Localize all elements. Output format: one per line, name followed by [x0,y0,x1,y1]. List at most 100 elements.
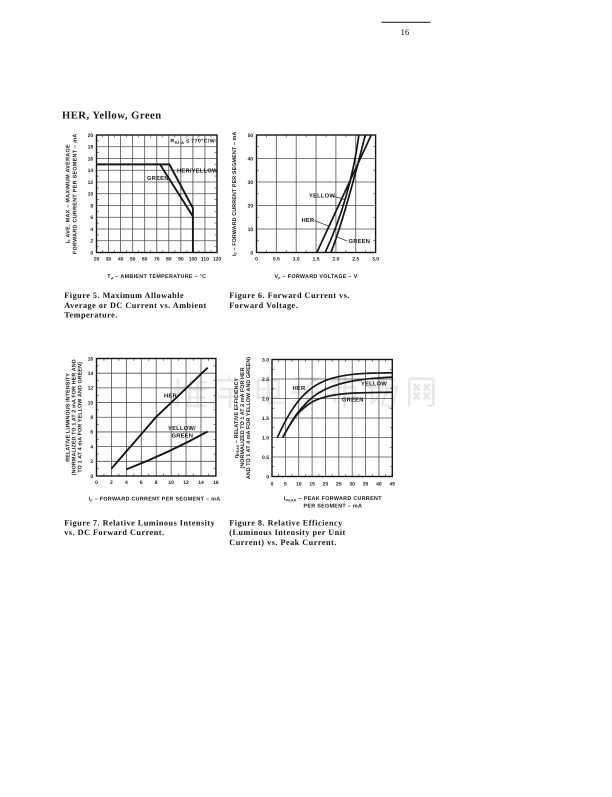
svg-text:RELATIVE LUMINOUS INTENSITY: RELATIVE LUMINOUS INTENSITY [65,373,71,462]
svg-text:8: 8 [155,480,158,486]
svg-text:4: 4 [90,444,93,450]
svg-text:20: 20 [248,203,254,209]
svg-text:VF – FORWARD VOLTAGE – V: VF – FORWARD VOLTAGE – V [274,274,357,280]
svg-text:14: 14 [88,168,94,174]
svg-text:0: 0 [95,480,98,486]
svg-text:TO 1 AT 4 mA FOR YELLOW AND GR: TO 1 AT 4 mA FOR YELLOW AND GREEN) [78,362,84,473]
svg-text:12: 12 [183,480,189,486]
svg-text:40: 40 [376,482,382,488]
svg-text:HER: HER [164,394,177,400]
svg-text:GREEN: GREEN [342,396,364,403]
svg-text:4: 4 [125,480,128,486]
svg-text:(NORMALIZED TO 1 AT 2 mA FOR H: (NORMALIZED TO 1 AT 2 mA FOR HER [240,367,246,468]
svg-text:14: 14 [198,480,204,486]
svg-text:HER: HER [302,218,315,224]
svg-text:40: 40 [248,156,254,162]
svg-text:120: 120 [213,256,222,262]
svg-text:10: 10 [248,227,254,233]
svg-text:8: 8 [90,203,93,209]
svg-text:10: 10 [88,192,94,198]
svg-text:TA – AMBIENT TEMPERATURE – °C: TA – AMBIENT TEMPERATURE – °C [107,274,206,280]
svg-text:AND TO 1 AT 4 mA FOR YELLOW AN: AND TO 1 AT 4 mA FOR YELLOW AND GREEN) [246,357,252,479]
svg-text:10: 10 [88,400,94,406]
svg-text:16: 16 [401,27,410,37]
svg-text:0: 0 [271,482,274,488]
svg-text:6: 6 [140,480,143,486]
svg-text:Current) vs. Peak Current.: Current) vs. Peak Current. [229,538,337,547]
svg-text:50: 50 [248,133,254,139]
svg-text:1.5: 1.5 [262,416,269,422]
svg-text:IPEAK – PEAK FORWARD CURRENT: IPEAK – PEAK FORWARD CURRENT [284,496,382,502]
svg-text:(Luminous Intensity per Unit: (Luminous Intensity per Unit [229,528,345,537]
svg-text:IF – FORWARD CURRENT PER SEGME: IF – FORWARD CURRENT PER SEGMENT – mA [89,497,221,503]
svg-text:30: 30 [106,256,112,262]
svg-text:20: 20 [323,482,329,488]
svg-text:HER, Yellow, Green: HER, Yellow, Green [62,111,162,122]
svg-text:110: 110 [201,256,209,262]
svg-text:2.5: 2.5 [262,377,269,383]
svg-text:8: 8 [90,415,93,421]
svg-text:IF AVE. MAX – MAXIMUM AVERAGE: IF AVE. MAX – MAXIMUM AVERAGE [65,144,71,243]
svg-text:YELLOW: YELLOW [309,193,335,200]
svg-text:0: 0 [90,474,93,480]
svg-text:Figure 8. Relative Efficiency: Figure 8. Relative Efficiency [229,518,343,527]
svg-text:0: 0 [250,250,253,256]
svg-text:RθJ-A ≤ 770°C/W: RθJ-A ≤ 770°C/W [170,139,215,145]
svg-text:80: 80 [166,256,172,262]
svg-text:0.5: 0.5 [262,455,269,461]
svg-text:Average or DC Current vs. Ambi: Average or DC Current vs. Ambient [64,301,206,310]
svg-text:50: 50 [130,256,136,262]
svg-text:YELLOW: YELLOW [361,381,387,388]
svg-text:(NORMALIZED TO 1 AT 2 mA FOR H: (NORMALIZED TO 1 AT 2 mA FOR HER AND [71,359,77,475]
svg-text:16: 16 [88,356,94,362]
svg-text:90: 90 [178,256,184,262]
svg-text:ηPEAK – RELATIVE EFFICIENCY: ηPEAK – RELATIVE EFFICIENCY [234,377,240,458]
svg-text:45: 45 [390,482,396,488]
svg-text:1.0: 1.0 [262,435,269,441]
svg-text:14: 14 [88,371,94,377]
svg-text:Figure 7. Relative Luminous In: Figure 7. Relative Luminous Intensity [64,518,215,527]
svg-text:40: 40 [118,256,124,262]
svg-text:IF – FORWARD CURRENT PER SEGME: IF – FORWARD CURRENT PER SEGMENT – mA [232,132,238,256]
svg-text:Figure 6. Forward Current vs.: Figure 6. Forward Current vs. [229,291,350,300]
svg-text:0: 0 [255,256,258,262]
svg-text:Temperature.: Temperature. [64,311,118,320]
svg-text:15: 15 [309,482,315,488]
svg-text:70: 70 [154,256,160,262]
svg-text:0: 0 [266,474,269,480]
svg-text:60: 60 [142,256,148,262]
svg-text:3.0: 3.0 [372,256,379,262]
svg-text:100: 100 [189,256,198,262]
svg-text:12: 12 [88,386,94,392]
svg-text:20: 20 [88,133,94,139]
svg-text:4: 4 [90,227,93,233]
svg-text:2: 2 [90,239,93,245]
svg-text:PER SEGMENT – mA: PER SEGMENT – mA [303,503,362,509]
svg-text:30: 30 [349,482,355,488]
svg-text:vs. DC Forward Current.: vs. DC Forward Current. [64,528,164,537]
svg-text:10: 10 [168,480,174,486]
svg-text:2: 2 [110,480,113,486]
svg-text:10: 10 [296,482,302,488]
svg-text:1.5: 1.5 [313,256,320,262]
svg-text:25: 25 [336,482,342,488]
svg-text:YELLOW/: YELLOW/ [168,425,196,432]
svg-text:HER/YELLOW: HER/YELLOW [177,167,218,174]
svg-text:FORWARD CURRENT PER SEGMENT –: FORWARD CURRENT PER SEGMENT – mA [73,133,79,254]
svg-text:Figure 5. Maximum Allowable: Figure 5. Maximum Allowable [64,291,184,300]
svg-text:16: 16 [213,480,219,486]
svg-text:30: 30 [248,180,254,186]
svg-text:2: 2 [90,459,93,465]
svg-text:18: 18 [88,145,94,151]
svg-text:2.0: 2.0 [262,396,269,402]
svg-text:5: 5 [284,482,287,488]
svg-text:16: 16 [88,156,94,162]
svg-text:12: 12 [88,180,94,186]
svg-text:GREEN: GREEN [147,175,169,182]
svg-text:6: 6 [90,215,93,221]
svg-text:20: 20 [94,256,100,262]
svg-text:0: 0 [90,250,93,256]
svg-text:GREEN: GREEN [172,433,194,440]
svg-text:Forward Voltage.: Forward Voltage. [229,301,298,310]
svg-text:35: 35 [363,482,369,488]
